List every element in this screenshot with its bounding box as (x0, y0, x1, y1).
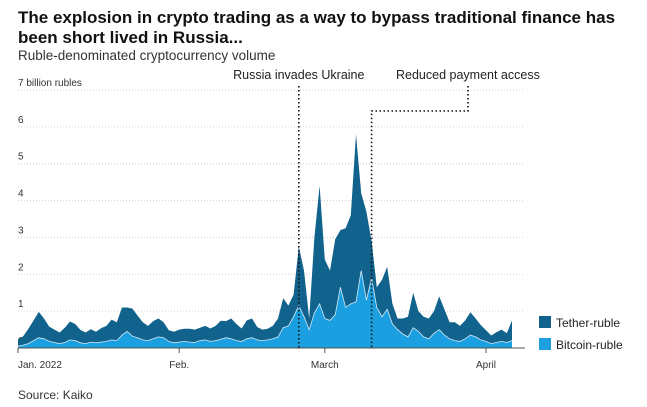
annotation-line-payment (370, 86, 469, 348)
y-tick-label-3: 3 (18, 225, 24, 236)
legend-label-tether-ruble: Tether-ruble (556, 316, 620, 330)
y-tick-label-4: 4 (18, 189, 24, 200)
y-tick-label-2: 2 (18, 262, 24, 273)
series-area-tether-ruble (18, 134, 512, 347)
x-tick-label-3: April (476, 360, 496, 371)
chart-title: The explosion in crypto trading as a way… (18, 8, 616, 47)
legend-swatch-tether-ruble (539, 316, 551, 328)
x-tick-label-1: Feb. (169, 360, 189, 371)
y-tick-label-5: 5 (18, 152, 24, 163)
y-tick-label-7: 7 billion rubles (18, 78, 82, 89)
chart-source: Source: Kaiko (18, 388, 93, 402)
series-area-bitcoin-ruble (18, 270, 512, 348)
annotation-label-invasion: Russia invades Ukraine (233, 68, 364, 82)
y-tick-label-1: 1 (18, 299, 24, 310)
series-boundary-line (17, 270, 513, 347)
y-tick-label-6: 6 (18, 115, 24, 126)
x-tick-label-2: March (311, 360, 339, 371)
legend-label-bitcoin-ruble: Bitcoin-ruble (556, 338, 623, 352)
annotation-label-payment: Reduced payment access (396, 68, 540, 82)
chart-subtitle: Ruble-denominated cryptocurrency volume (18, 48, 276, 63)
x-tick-label-0: Jan. 2022 (18, 360, 62, 371)
legend-swatch-bitcoin-ruble (539, 338, 551, 350)
